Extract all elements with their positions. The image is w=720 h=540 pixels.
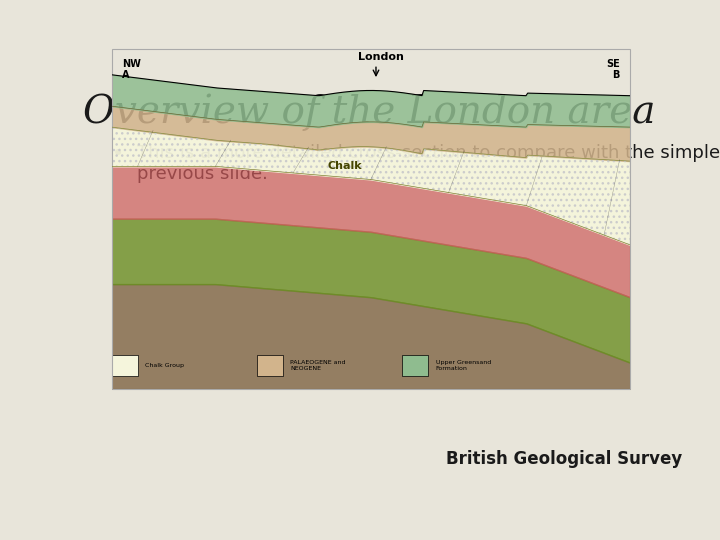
Text: This is a more detailed cross-section to compare with the simple drawing on the
: This is a more detailed cross-section to… xyxy=(138,144,720,183)
Text: Chalk: Chalk xyxy=(328,161,362,171)
Bar xyxy=(257,355,283,376)
Text: London: London xyxy=(359,52,404,62)
Text: Upper Greensand
Formation: Upper Greensand Formation xyxy=(436,360,491,370)
Text: British Geological Survey: British Geological Survey xyxy=(446,450,683,468)
Text: Overview of the London area: Overview of the London area xyxy=(83,94,655,131)
Text: SE
B: SE B xyxy=(606,59,620,80)
Text: •: • xyxy=(112,144,125,164)
Text: PALAEOGENE and
NEOGENE: PALAEOGENE and NEOGENE xyxy=(290,360,346,370)
Bar xyxy=(402,355,428,376)
Text: NW
A: NW A xyxy=(122,59,141,80)
Bar xyxy=(112,355,138,376)
Text: Chalk Group: Chalk Group xyxy=(145,363,184,368)
